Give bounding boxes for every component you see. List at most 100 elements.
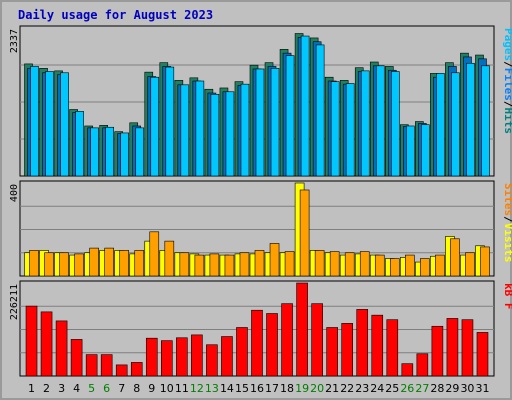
bar-kb-f-day-19 [296,282,308,377]
side-legend-item: / [502,216,512,223]
bar-sites-day-15 [239,252,250,277]
side-legend: kB F [502,283,512,310]
bar-pages-day-24 [375,65,385,177]
bar-pages-day-3 [60,72,69,177]
bar-sites-day-1 [29,250,39,277]
bar-pages-day-30 [466,62,475,177]
side-legend-item: Sites [502,183,512,216]
bar-pages-day-4 [75,111,84,177]
bar-pages-day-22 [345,83,355,177]
day-label: 26 [400,382,414,395]
bar-sites-day-22 [344,252,355,277]
side-legend-item: Hits [502,108,512,135]
bar-sites-day-29 [450,238,460,277]
bar-pages-day-23 [360,70,370,177]
day-label: 4 [73,382,80,395]
bar-kb-f-day-21 [326,327,338,377]
bar-kb-f-day-8 [130,362,143,377]
bar-kb-f-day-30 [461,319,474,377]
bar-sites-day-5 [89,247,99,277]
day-label: 15 [235,382,249,395]
kbf-panel: 226211 kB F [9,280,512,377]
bar-kb-f-day-9 [145,337,158,377]
bar-sites-day-24 [374,254,385,277]
side-legend-item: / [502,61,512,68]
side-legend-item: Files [502,68,512,101]
day-label: 25 [385,382,399,395]
bar-kb-f-day-7 [115,364,128,377]
bar-kb-f-day-15 [236,327,248,377]
day-label: 3 [58,382,65,395]
bar-sites-day-8 [134,250,145,277]
bar-pages-day-13 [210,94,220,177]
bar-sites-day-27 [420,258,430,277]
bar-kb-f-day-1 [25,305,38,377]
day-label: 1 [28,382,35,395]
day-label: 21 [325,382,339,395]
day-label: 14 [220,382,234,395]
bar-pages-day-7 [120,132,130,177]
side-legend: Sites/Visits [502,183,512,263]
day-label: 16 [250,382,264,395]
day-label: 7 [118,382,125,395]
day-label: 6 [103,382,110,395]
bar-sites-day-31 [480,246,490,277]
bar-pages-day-31 [481,65,490,177]
bar-sites-day-30 [465,252,475,277]
bar-pages-day-12 [195,80,205,177]
chart-title: Daily usage for August 2023 [18,8,213,22]
day-label: 20 [310,382,324,395]
bar-pages-day-1 [30,66,39,177]
bar-pages-day-26 [406,125,415,177]
day-label: 31 [475,382,489,395]
bar-sites-day-26 [405,254,415,277]
bar-pages-day-28 [436,73,445,177]
day-label: 29 [445,382,459,395]
bar-sites-day-20 [314,250,325,277]
day-label: 24 [370,382,384,395]
bar-sites-day-11 [179,252,190,277]
bar-pages-day-11 [180,84,190,177]
day-label: 10 [160,382,174,395]
side-legend-item: kB F [502,283,512,310]
bar-sites-day-21 [329,251,340,277]
bar-kb-f-day-18 [281,303,293,377]
bar-pages-day-25 [390,71,400,177]
bar-kb-f-day-12 [191,334,203,377]
bar-sites-day-16 [254,250,265,277]
bar-pages-day-19 [300,35,310,177]
y-max-label: 400 [9,184,20,202]
bar-pages-day-17 [270,68,280,177]
bar-pages-day-9 [150,76,160,177]
sites-visits-panel: 400 Sites/Visits [9,180,512,277]
day-label: 17 [265,382,279,395]
bar-sites-day-7 [119,250,130,277]
bar-sites-day-9 [149,231,160,277]
day-label: 30 [460,382,474,395]
day-label: 12 [190,382,204,395]
bar-sites-day-12 [194,254,205,277]
day-label: 5 [88,382,95,395]
bar-kb-f-day-6 [100,354,113,377]
bar-kb-f-day-10 [161,340,173,377]
side-legend-item: / [502,101,512,108]
day-labels: 1 2 3 4 5 6 7 8 9 10 11 12 13 14 15 16 17 18 19 20 21 22 23 24 2… [28,382,489,395]
bar-pages-day-18 [285,55,295,177]
bar-kb-f-day-20 [311,303,323,377]
bar-kb-f-day-3 [55,320,68,377]
day-label: 8 [133,382,140,395]
bar-kb-f-day-2 [40,311,53,377]
bar-pages-day-20 [315,44,325,177]
day-label: 13 [205,382,219,395]
day-label: 27 [415,382,429,395]
bar-kb-f-day-14 [221,336,233,377]
bar-kb-f-day-5 [85,354,98,377]
day-label: 19 [295,382,309,395]
day-label: 9 [148,382,155,395]
bar-kb-f-day-29 [446,318,459,377]
bar-sites-day-18 [284,251,295,277]
bar-kb-f-day-11 [176,337,188,377]
